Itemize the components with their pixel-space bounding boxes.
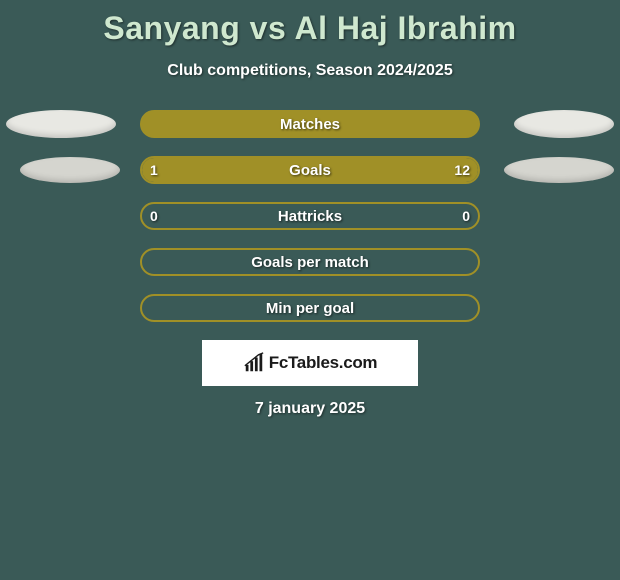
avatar-placeholder-left bbox=[20, 157, 120, 183]
stat-bar-matches: Matches bbox=[140, 110, 480, 138]
stat-label: Goals per match bbox=[142, 250, 478, 274]
logo-text: FcTables.com bbox=[269, 353, 378, 373]
stat-row-min-per-goal: Min per goal bbox=[0, 294, 620, 322]
stat-value-right: 0 bbox=[462, 204, 470, 228]
stat-value-left: 1 bbox=[150, 158, 158, 182]
stat-row-goals-per-match: Goals per match bbox=[0, 248, 620, 276]
logo-box: FcTables.com bbox=[202, 340, 418, 386]
stat-row-hattricks: 0 Hattricks 0 bbox=[0, 202, 620, 230]
stat-fill-right bbox=[202, 158, 478, 182]
stat-bar-gpm: Goals per match bbox=[140, 248, 480, 276]
avatar-placeholder-right bbox=[504, 157, 614, 183]
page-subtitle: Club competitions, Season 2024/2025 bbox=[0, 62, 620, 80]
stat-label: Min per goal bbox=[142, 296, 478, 320]
stat-label: Matches bbox=[142, 112, 478, 136]
stat-bar-goals: 1 Goals 12 bbox=[140, 156, 480, 184]
stat-bar-hattricks: 0 Hattricks 0 bbox=[140, 202, 480, 230]
page-title: Sanyang vs Al Haj Ibrahim bbox=[0, 10, 620, 47]
stat-value-left: 0 bbox=[150, 204, 158, 228]
stat-row-goals: 1 Goals 12 bbox=[0, 156, 620, 184]
stat-bar-mpg: Min per goal bbox=[140, 294, 480, 322]
stat-label: Hattricks bbox=[142, 204, 478, 228]
footer-date: 7 january 2025 bbox=[0, 400, 620, 418]
avatar-placeholder-right bbox=[514, 110, 614, 138]
bar-chart-icon bbox=[243, 352, 265, 374]
stat-value-right: 12 bbox=[454, 158, 470, 182]
stat-row-matches: Matches bbox=[0, 110, 620, 138]
avatar-placeholder-left bbox=[6, 110, 116, 138]
